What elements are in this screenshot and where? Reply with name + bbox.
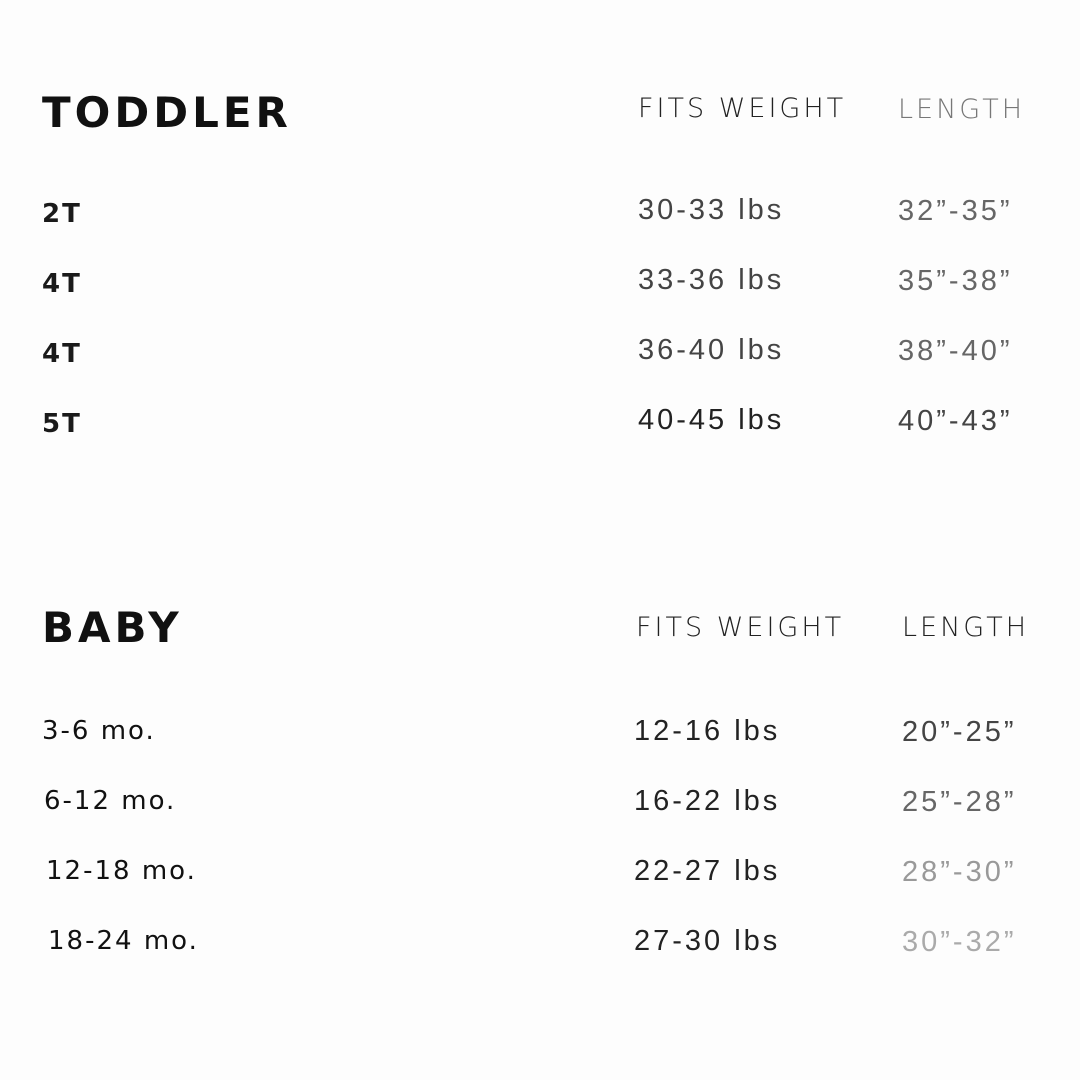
weight-value: 33-36 lbs (638, 264, 785, 296)
weight-value: 36-40 lbs (638, 334, 785, 366)
size-label: 18-24 mo. (48, 926, 199, 956)
length-value: 30”-32” (902, 926, 1017, 958)
section-title: TODDLER (42, 88, 292, 137)
weight-value: 22-27 lbs (634, 855, 781, 887)
length-header: LENGTH (902, 612, 1030, 643)
weight-value: 16-22 lbs (634, 785, 781, 817)
length-value: 35”-38” (898, 265, 1013, 297)
section-title: BABY (42, 603, 183, 652)
length-value: 32”-35” (898, 195, 1013, 227)
weight-value: 12-16 lbs (634, 715, 781, 747)
length-value: 38”-40” (898, 335, 1013, 367)
length-value: 40”-43” (898, 405, 1013, 437)
length-value: 25”-28” (902, 786, 1017, 818)
weight-value: 27-30 lbs (634, 925, 781, 957)
weight-header: FITS WEIGHT (636, 612, 845, 643)
length-header: LENGTH (898, 94, 1026, 125)
size-label: 4T (42, 339, 82, 369)
weight-header: FITS WEIGHT (638, 93, 847, 124)
size-label: 3-6 mo. (42, 716, 156, 746)
length-value: 20”-25” (902, 716, 1017, 748)
size-label: 4T (42, 269, 82, 299)
size-label: 2T (42, 199, 82, 229)
weight-value: 30-33 lbs (638, 194, 785, 226)
weight-value: 40-45 lbs (638, 404, 785, 436)
size-label: 12-18 mo. (46, 856, 197, 886)
size-label: 6-12 mo. (44, 786, 177, 816)
length-value: 28”-30” (902, 856, 1017, 888)
size-label: 5T (42, 409, 82, 439)
